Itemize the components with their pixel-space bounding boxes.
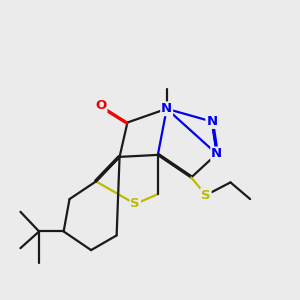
- Text: N: N: [211, 147, 222, 161]
- Text: N: N: [161, 102, 172, 115]
- Text: S: S: [130, 197, 140, 211]
- Text: S: S: [201, 189, 211, 202]
- Text: N: N: [206, 115, 218, 128]
- Text: O: O: [95, 99, 106, 112]
